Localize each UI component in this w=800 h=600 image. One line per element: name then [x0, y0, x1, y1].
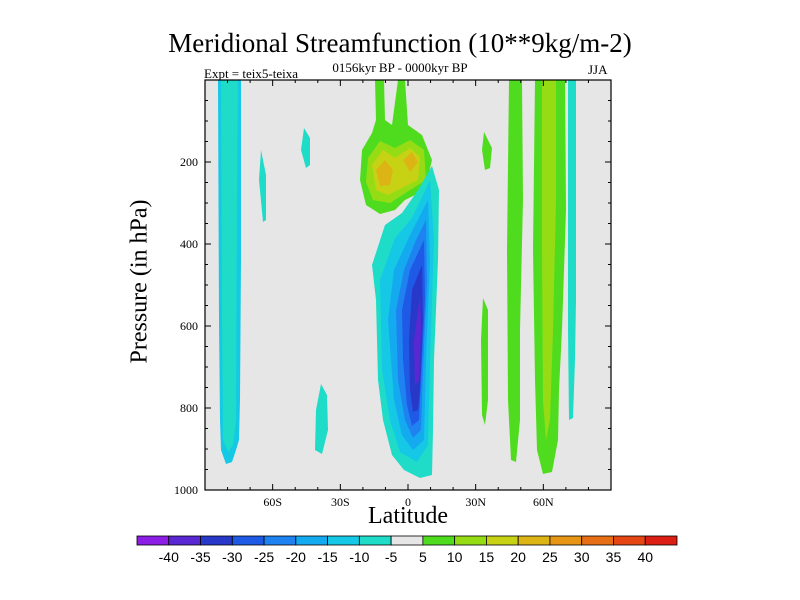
colorbar: -40 -35 -30 -25 -20 -15 -10 -5 5 10 15 20 25 30 35 40: [136, 535, 678, 565]
chart-subtitle: 0156kyr BP - 0000kyr BP: [332, 60, 468, 75]
x-tick-label: 30S: [331, 495, 350, 509]
colorbar-label: 15: [479, 549, 495, 565]
feature-northern-column-1-upper: [482, 132, 492, 170]
colorbar-swatch: [517, 535, 551, 546]
colorbar-swatch: [263, 535, 297, 546]
y-tick-label: 1000: [174, 483, 198, 497]
feature-southern-lower-cell: [315, 384, 328, 454]
colorbar-label: -5: [385, 549, 398, 565]
feature-northern-column-2: [507, 80, 523, 462]
colorbar-label: -35: [190, 549, 210, 565]
x-tick-label: 30N: [465, 495, 486, 509]
colorbar-label: -15: [317, 549, 337, 565]
feature-southern-weak-cell-1: [259, 150, 266, 222]
x-tick-label: 0: [405, 495, 411, 509]
colorbar-swatch: [295, 535, 328, 546]
x-tick-label: 60S: [263, 495, 282, 509]
feature-northern-column-1: [481, 298, 488, 425]
colorbar-label: 20: [510, 549, 526, 565]
colorbar-swatch: [613, 535, 646, 546]
colorbar-label: -20: [286, 549, 306, 565]
feature-southern-polar-cell-edge: [221, 80, 238, 452]
colorbar-swatch: [422, 535, 456, 546]
colorbar-swatch: [390, 535, 424, 546]
x-axis-label: Latitude: [368, 503, 448, 529]
colorbar-label: 30: [574, 549, 590, 565]
feature-tropical-negative-cell-peak: [414, 295, 421, 385]
experiment-label: Expt = teix5-teixa: [204, 66, 298, 81]
colorbar-swatch: [136, 535, 170, 546]
colorbar-swatch: [358, 535, 392, 546]
feature-upper-tropical-positive-peak-1: [376, 160, 393, 186]
feature-northern-polar-cell: [568, 80, 576, 420]
colorbar-label: 25: [542, 549, 558, 565]
colorbar-swatch: [168, 535, 201, 546]
y-ticks: 200 400 600 800 1000: [174, 79, 611, 497]
y-tick-label: 800: [180, 401, 198, 415]
colorbar-label: 10: [447, 549, 463, 565]
colorbar-swatch: [581, 535, 614, 546]
y-tick-label: 200: [180, 155, 198, 169]
colorbar-label: -30: [222, 549, 242, 565]
colorbar-label: 40: [637, 549, 653, 565]
x-tick-label: 60N: [533, 495, 554, 509]
feature-northern-column-3-core: [542, 80, 556, 440]
colorbar-swatch: [200, 535, 233, 546]
colorbar-swatch: [327, 535, 360, 546]
colorbar-label: -25: [254, 549, 274, 565]
colorbar-label: -40: [159, 549, 179, 565]
colorbar-label: -10: [349, 549, 369, 565]
season-label: JJA: [588, 62, 608, 77]
x-ticks: 60S 30S 0 30N 60N: [204, 80, 612, 509]
colorbar-swatch: [486, 535, 519, 546]
colorbar-label: 5: [419, 549, 427, 565]
feature-southern-weak-cell-2: [301, 128, 310, 168]
colorbar-swatch: [644, 535, 678, 546]
y-tick-label: 400: [180, 237, 198, 251]
colorbar-swatch: [231, 535, 265, 546]
feature-upper-tropical-positive-peak-2: [403, 152, 418, 172]
chart-title: Meridional Streamfunction (10**9kg/m-2): [168, 28, 632, 58]
colorbar-label: 35: [606, 549, 622, 565]
y-tick-label: 600: [180, 319, 198, 333]
colorbar-swatch: [549, 535, 583, 546]
colorbar-swatch: [454, 535, 487, 546]
